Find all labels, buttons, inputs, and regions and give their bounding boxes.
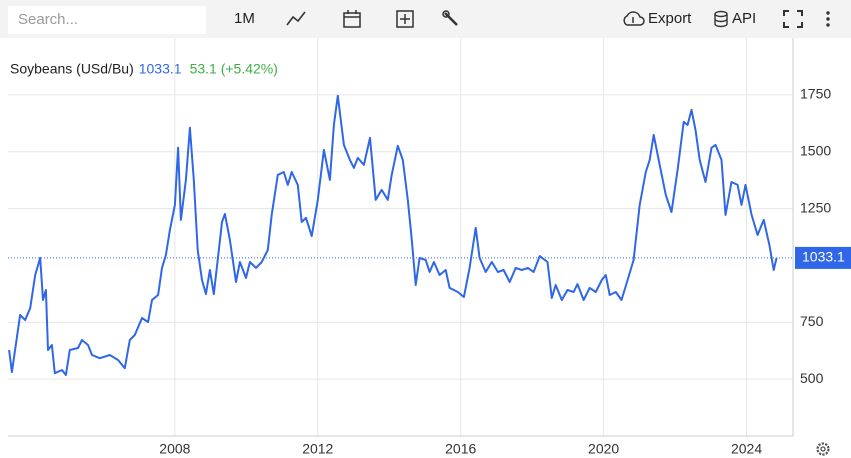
last-value-label: 1033.1	[802, 249, 845, 265]
search-box[interactable]: Search...	[8, 6, 206, 34]
change: 53.1 (+5.42%)	[190, 61, 278, 77]
export-button[interactable]: Export	[648, 10, 692, 27]
gear-icon[interactable]	[816, 442, 830, 456]
x-tick-label: 2024	[731, 441, 762, 457]
menu-icon[interactable]	[824, 10, 832, 48]
chart-title: Soybeans (USd/Bu)	[10, 61, 134, 77]
y-tick-label: 1250	[800, 199, 831, 215]
last-value-box	[795, 246, 851, 269]
x-tick-label: 2016	[445, 441, 476, 457]
range-button[interactable]: 1M	[234, 10, 255, 27]
export-icon[interactable]	[621, 10, 645, 48]
api-icon[interactable]	[713, 10, 729, 48]
settings-wrench-icon[interactable]	[441, 9, 461, 47]
x-tick-label: 2008	[159, 441, 190, 457]
y-tick-label: 750	[800, 313, 824, 329]
add-icon[interactable]	[395, 9, 415, 47]
chart-type-icon[interactable]	[286, 10, 306, 48]
calendar-icon[interactable]	[342, 9, 362, 47]
x-tick-label: 2012	[302, 441, 333, 457]
fullscreen-icon[interactable]	[783, 10, 803, 48]
chart: Soybeans (USd/Bu) 1033.1 53.1 (+5.42%) 500…	[8, 38, 851, 457]
y-tick-label: 1500	[800, 142, 831, 158]
price-line	[8, 94, 778, 376]
toolbar: Search... 1M Export API	[0, 0, 851, 38]
y-tick-label: 500	[800, 370, 824, 386]
gear-hole	[820, 446, 826, 452]
api-button[interactable]: API	[732, 10, 757, 27]
y-tick-label: 1750	[800, 86, 831, 102]
last-value: 1033.1	[139, 61, 182, 77]
gear-ring	[816, 442, 830, 456]
x-tick-label: 2020	[588, 441, 619, 457]
